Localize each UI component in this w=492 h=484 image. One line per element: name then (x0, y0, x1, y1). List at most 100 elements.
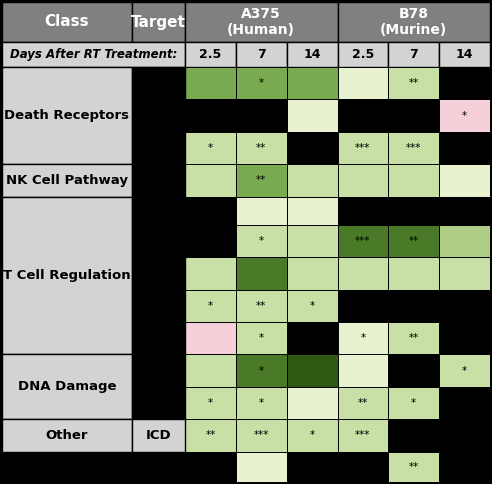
Text: 2.5: 2.5 (352, 48, 374, 61)
Bar (185, 354, 236, 387)
Bar (236, 290, 287, 322)
Bar (338, 99, 388, 132)
Bar (287, 225, 338, 257)
Bar (185, 322, 236, 354)
Bar (132, 419, 185, 452)
Bar (236, 452, 287, 482)
Bar (388, 164, 439, 197)
Bar (185, 197, 236, 225)
Bar (338, 2, 490, 42)
Bar (439, 322, 490, 354)
Text: **: ** (409, 78, 419, 88)
Text: *: * (259, 365, 264, 376)
Text: ***: *** (406, 143, 422, 153)
Bar (236, 257, 287, 290)
Bar (439, 164, 490, 197)
Bar (388, 452, 439, 482)
Bar (287, 42, 338, 67)
Bar (132, 354, 185, 419)
Bar (388, 132, 439, 164)
Bar (287, 452, 338, 482)
Bar (338, 322, 388, 354)
Bar (2, 67, 132, 164)
Text: *: * (208, 398, 213, 408)
Bar (185, 132, 236, 164)
Text: ICD: ICD (146, 429, 171, 442)
Bar (2, 419, 132, 452)
Text: A375
(Human): A375 (Human) (227, 7, 295, 37)
Bar (439, 452, 490, 482)
Bar (185, 164, 236, 197)
Bar (439, 354, 490, 387)
Bar (388, 42, 439, 67)
Bar (236, 322, 287, 354)
Text: Days After RT Treatment:: Days After RT Treatment: (10, 48, 177, 61)
Bar (388, 225, 439, 257)
Text: Class: Class (45, 15, 90, 30)
Bar (236, 132, 287, 164)
Text: **: ** (205, 430, 215, 440)
Bar (388, 197, 439, 225)
Text: Target: Target (131, 15, 186, 30)
Bar (439, 257, 490, 290)
Text: *: * (462, 110, 467, 121)
Text: *: * (259, 236, 264, 246)
Text: **: ** (256, 175, 266, 185)
Text: *: * (411, 398, 416, 408)
Text: 7: 7 (409, 48, 418, 61)
Text: ***: *** (253, 430, 269, 440)
Bar (338, 197, 388, 225)
Bar (132, 197, 185, 354)
Bar (185, 67, 236, 99)
Bar (2, 164, 132, 197)
Bar (132, 2, 185, 42)
Bar (236, 387, 287, 419)
Text: *: * (309, 430, 315, 440)
Text: 7: 7 (257, 48, 266, 61)
Bar (287, 197, 338, 225)
Bar (388, 387, 439, 419)
Text: ***: *** (355, 430, 370, 440)
Text: Death Receptors: Death Receptors (4, 109, 129, 122)
Text: T Cell Regulation: T Cell Regulation (3, 269, 131, 282)
Bar (185, 452, 236, 482)
Bar (338, 42, 388, 67)
Bar (388, 419, 439, 452)
Bar (287, 99, 338, 132)
Bar (338, 354, 388, 387)
Bar (132, 164, 185, 197)
Bar (2, 42, 185, 67)
Bar (439, 197, 490, 225)
Bar (338, 387, 388, 419)
Bar (236, 354, 287, 387)
Bar (287, 322, 338, 354)
Bar (287, 290, 338, 322)
Bar (388, 67, 439, 99)
Bar (287, 257, 338, 290)
Text: *: * (259, 333, 264, 343)
Text: **: ** (256, 301, 266, 311)
Bar (338, 225, 388, 257)
Text: *: * (309, 301, 315, 311)
Bar (287, 164, 338, 197)
Bar (236, 225, 287, 257)
Text: ***: *** (355, 236, 370, 246)
Bar (338, 452, 388, 482)
Text: **: ** (409, 333, 419, 343)
Text: **: ** (358, 398, 368, 408)
Bar (338, 164, 388, 197)
Text: **: ** (409, 236, 419, 246)
Bar (439, 132, 490, 164)
Text: 14: 14 (456, 48, 473, 61)
Text: NK Cell Pathway: NK Cell Pathway (6, 174, 128, 187)
Bar (287, 354, 338, 387)
Bar (388, 354, 439, 387)
Bar (2, 354, 132, 419)
Bar (338, 132, 388, 164)
Bar (185, 225, 236, 257)
Bar (388, 257, 439, 290)
Bar (439, 419, 490, 452)
Text: *: * (208, 301, 213, 311)
Bar (388, 322, 439, 354)
Bar (185, 99, 236, 132)
